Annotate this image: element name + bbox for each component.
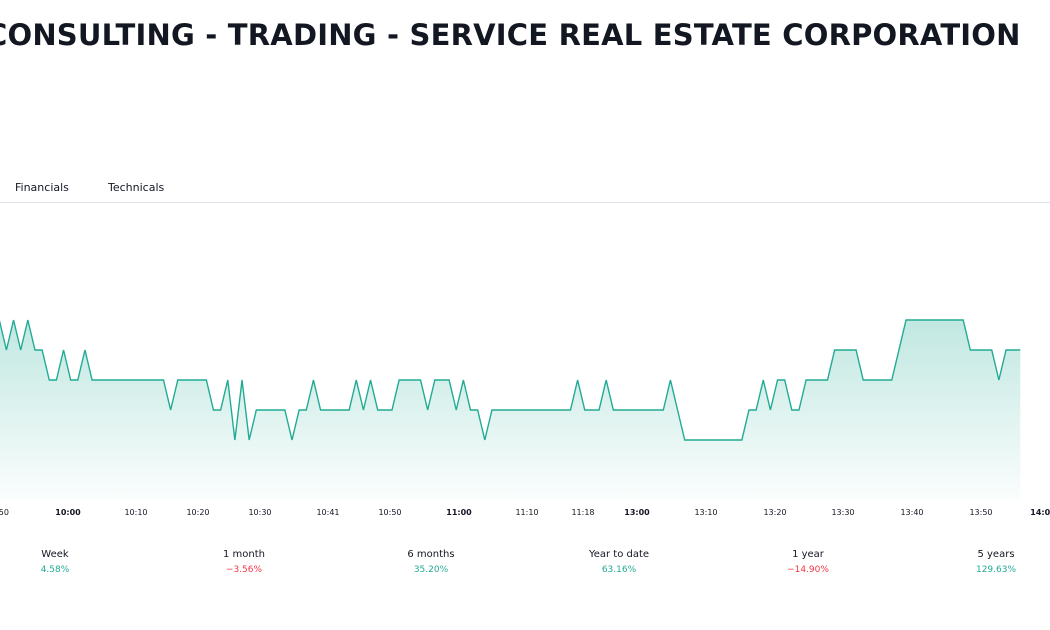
x-tick-label: 13:50 bbox=[969, 508, 992, 517]
page-title: CONSULTING - TRADING - SERVICE REAL ESTA… bbox=[0, 18, 1021, 52]
perf-value: 35.20% bbox=[413, 565, 449, 575]
x-tick-label: 10:10 bbox=[124, 508, 147, 517]
x-tick-label: 13:40 bbox=[900, 508, 923, 517]
perf-week[interactable]: Week 4.58% bbox=[0, 549, 115, 575]
perf-value: 63.16% bbox=[601, 565, 637, 575]
perf-value: −14.90% bbox=[787, 565, 829, 575]
plot-area bbox=[0, 319, 1021, 500]
perf-5-years[interactable]: 5 years 129.63% bbox=[936, 549, 1050, 575]
tab-technicals[interactable]: Technicals bbox=[108, 181, 165, 194]
perf-value: 129.63% bbox=[975, 565, 1017, 575]
perf-label: 6 months bbox=[407, 549, 455, 560]
perf-1-month[interactable]: 1 month −3.56% bbox=[184, 549, 304, 575]
perf-label: 1 month bbox=[223, 549, 265, 560]
x-tick-label: 9:50 bbox=[0, 508, 9, 517]
section-tabs: Financials Technicals bbox=[0, 176, 1050, 203]
perf-label: 5 years bbox=[977, 549, 1015, 560]
x-tick-label: 13:00 bbox=[624, 508, 650, 517]
x-tick-label: 10:20 bbox=[186, 508, 209, 517]
perf-6-months[interactable]: 6 months 35.20% bbox=[371, 549, 491, 575]
x-tick-label: 11:18 bbox=[571, 508, 594, 517]
perf-value: −3.56% bbox=[225, 565, 263, 575]
tab-financials[interactable]: Financials bbox=[15, 181, 69, 194]
x-tick-label: 14:00 bbox=[1030, 508, 1050, 517]
price-line bbox=[0, 319, 1021, 441]
x-tick-label: 10:30 bbox=[248, 508, 271, 517]
price-chart[interactable]: 9:50 10:00 10:10 10:20 10:30 10:41 10:50 11:00 1… bbox=[0, 202, 1050, 522]
x-tick-label: 13:10 bbox=[694, 508, 717, 517]
x-tick-label: 13:30 bbox=[831, 508, 854, 517]
x-tick-label: 10:41 bbox=[316, 508, 339, 517]
x-tick-label: 11:00 bbox=[446, 508, 472, 517]
x-tick-label: 11:10 bbox=[515, 508, 538, 517]
perf-1-year[interactable]: 1 year −14.90% bbox=[748, 549, 868, 575]
x-axis: 9:50 10:00 10:10 10:20 10:30 10:41 10:50 11:00 1… bbox=[0, 508, 1050, 517]
perf-label: 1 year bbox=[792, 549, 824, 560]
perf-year-to-date[interactable]: Year to date 63.16% bbox=[559, 549, 679, 575]
x-tick-label: 13:20 bbox=[763, 508, 786, 517]
x-tick-label: 10:00 bbox=[55, 508, 81, 517]
perf-label: Week bbox=[41, 549, 69, 560]
perf-value: 4.58% bbox=[40, 565, 70, 575]
x-tick-label: 10:50 bbox=[378, 508, 401, 517]
perf-label: Year to date bbox=[588, 549, 650, 560]
